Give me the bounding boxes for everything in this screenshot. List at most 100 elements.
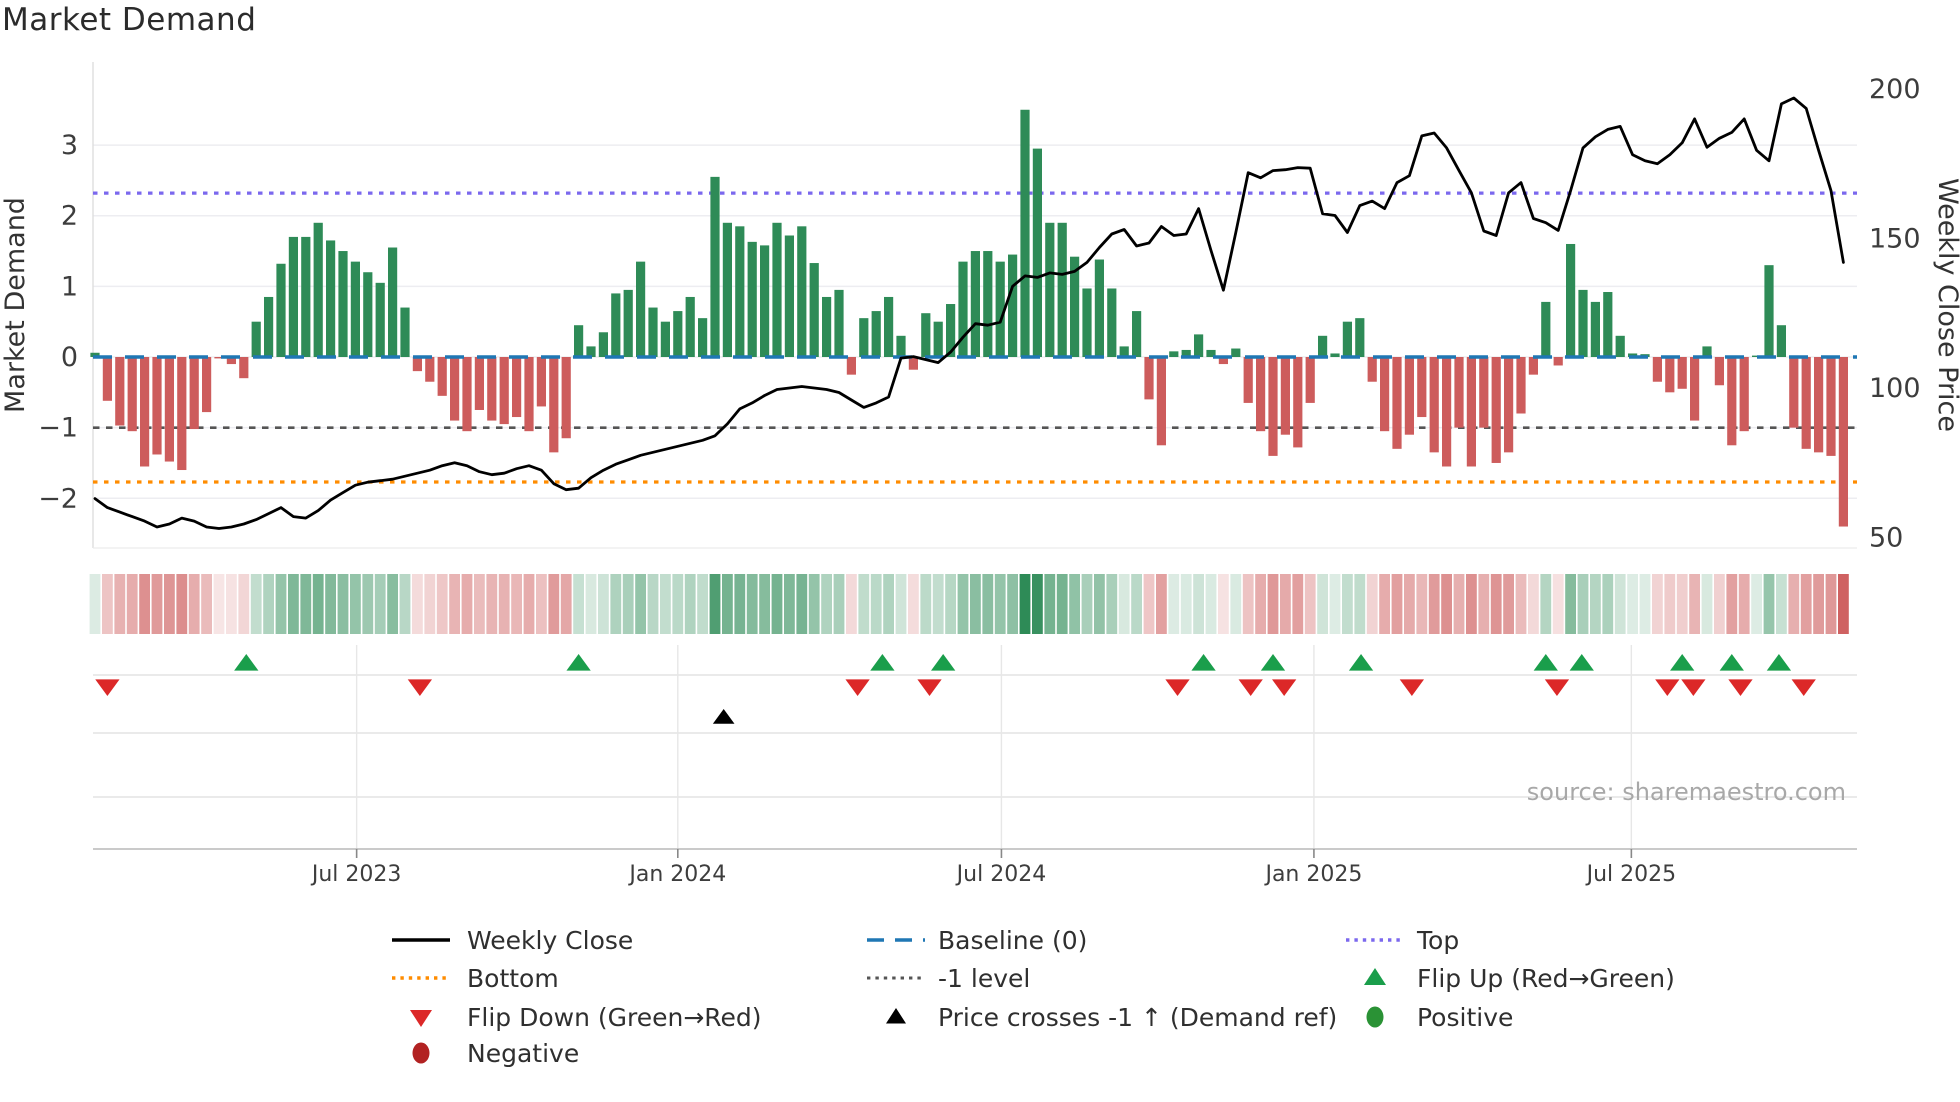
- demand-bar: [1752, 355, 1762, 357]
- heat-cell: [697, 574, 708, 634]
- heat-cell: [1193, 574, 1204, 634]
- flip-down-marker: [1272, 679, 1297, 696]
- demand-bar: [1615, 335, 1625, 357]
- demand-bar: [1479, 357, 1489, 428]
- left-axis-tick: 1: [61, 271, 78, 302]
- right-axis-tick: 150: [1869, 224, 1921, 255]
- demand-bar: [896, 335, 906, 357]
- demand-bar: [797, 226, 807, 357]
- heat-cell: [151, 574, 163, 634]
- heat-cell: [461, 574, 473, 634]
- x-axis: Jul 2023 Jan 2024 Jul 2024 Jan 2025 Jul 2025: [310, 849, 1676, 887]
- heat-cell: [1788, 574, 1800, 634]
- heat-cell: [1590, 574, 1601, 634]
- demand-bar: [1206, 349, 1216, 357]
- demand-bar: [698, 318, 708, 357]
- demand-bar: [636, 261, 646, 357]
- heat-cell: [374, 574, 386, 634]
- heat-cell: [498, 574, 510, 634]
- demand-bar: [90, 352, 100, 357]
- legend-item-positive: Positive: [1366, 1003, 1513, 1032]
- heat-cell: [746, 574, 758, 634]
- heat-cell: [796, 574, 808, 634]
- flip-up-marker: [1533, 654, 1558, 671]
- demand-bar: [834, 289, 844, 357]
- demand-bar: [809, 263, 819, 357]
- demand-bar: [722, 222, 732, 357]
- demand-bar: [152, 357, 162, 455]
- demand-bar: [1553, 357, 1563, 366]
- heat-cell: [945, 574, 956, 634]
- heat-cell: [387, 574, 398, 634]
- left-axis-tick: 2: [61, 201, 78, 232]
- demand-bar: [412, 357, 422, 372]
- demand-bar: [524, 357, 534, 432]
- demand-bar: [1404, 357, 1414, 435]
- flip-up-marker: [1766, 654, 1792, 671]
- heat-cell: [238, 574, 250, 634]
- heat-cell: [1441, 574, 1452, 634]
- demand-bar: [1194, 334, 1204, 357]
- demand-bar: [1144, 357, 1154, 400]
- demand-bar: [1318, 335, 1328, 357]
- heat-cell: [139, 574, 150, 634]
- demand-bar: [1380, 357, 1390, 432]
- left-axis-tick: −1: [38, 413, 78, 444]
- legend-item-price-cross: Price crosses -1 ↑ (Demand ref): [886, 1003, 1337, 1032]
- demand-bar: [450, 357, 460, 421]
- source-annotation: source: sharemaestro.com: [1527, 778, 1846, 806]
- heat-cell: [1404, 574, 1415, 634]
- heat-cell: [312, 574, 324, 634]
- heat-cell: [1726, 574, 1738, 634]
- demand-bar: [313, 222, 323, 357]
- legend-label: -1 level: [938, 964, 1030, 993]
- heat-cell: [325, 574, 336, 634]
- demand-bar: [1702, 346, 1712, 357]
- heat-cell: [895, 574, 907, 634]
- demand-bar: [474, 357, 484, 410]
- demand-bar: [1491, 357, 1501, 463]
- heat-cell: [858, 574, 870, 634]
- legend-label: Negative: [467, 1039, 579, 1068]
- heat-cell: [1242, 574, 1254, 634]
- demand-bar: [1739, 357, 1749, 432]
- legend-item-top: Top: [1346, 926, 1459, 955]
- axis-tick-labels: 3 2 1 0 −1 −2 200 150 100 50: [38, 74, 1920, 554]
- event-markers: [95, 654, 1816, 724]
- demand-bar: [102, 357, 112, 401]
- flip-up-marker: [870, 654, 895, 671]
- demand-bar: [462, 357, 472, 432]
- demand-bar: [375, 282, 385, 357]
- heat-cell: [932, 574, 944, 634]
- heat-cell: [288, 574, 299, 634]
- heat-cell: [1106, 574, 1118, 634]
- heat-cell: [436, 574, 448, 634]
- demand-bar: [1776, 325, 1786, 357]
- heat-cell: [1180, 574, 1192, 634]
- demand-bar: [239, 357, 249, 379]
- heat-cell: [1552, 574, 1564, 634]
- legend-label: Bottom: [467, 964, 559, 993]
- flip-down-marker: [95, 679, 120, 696]
- heat-cell: [114, 574, 126, 634]
- heat-cell: [610, 574, 622, 634]
- right-axis-title: Weekly Close Price: [1932, 178, 1960, 432]
- heat-cell: [722, 574, 733, 634]
- demand-bar: [1504, 357, 1514, 453]
- demand-bar: [1454, 357, 1464, 428]
- demand-bar: [1355, 318, 1365, 357]
- heat-cell: [536, 574, 547, 634]
- demand-bar: [772, 222, 782, 357]
- heat-cell: [188, 574, 200, 634]
- demand-bar: [1305, 357, 1315, 403]
- demand-bar: [908, 357, 918, 370]
- right-axis-tick: 200: [1869, 74, 1921, 105]
- demand-bar: [1032, 148, 1042, 357]
- demand-bar: [747, 241, 757, 357]
- demand-bar: [1082, 288, 1092, 357]
- heat-cell: [821, 574, 832, 634]
- flip-down-marker: [1544, 679, 1570, 696]
- heat-cell: [622, 574, 634, 634]
- heat-cell: [275, 574, 287, 634]
